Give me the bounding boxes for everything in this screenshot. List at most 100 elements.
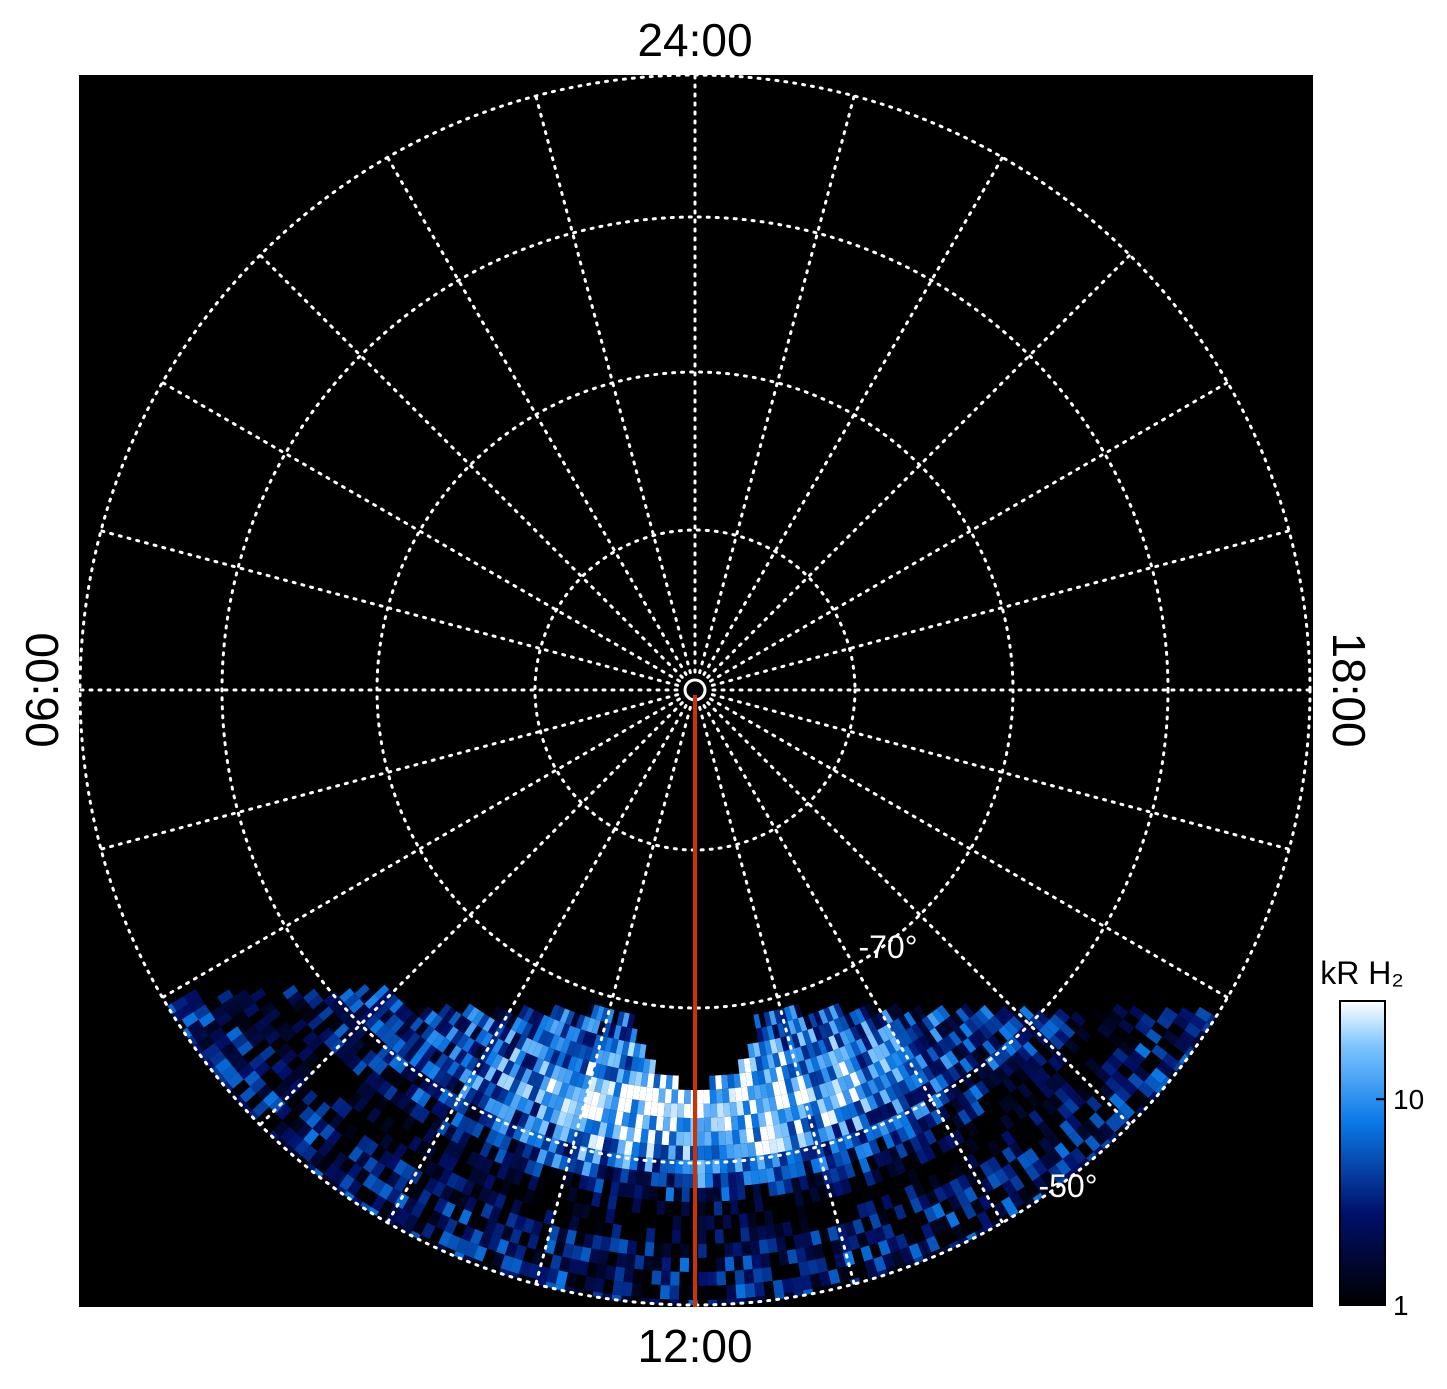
emission-cell [494, 1148, 507, 1165]
emission-cell [955, 1190, 971, 1208]
emission-cell [386, 1138, 401, 1155]
emission-cell [373, 1112, 389, 1129]
emission-cell [818, 1270, 832, 1287]
emission-cell [1145, 1051, 1163, 1068]
emission-cell [852, 1218, 865, 1235]
emission-cell [809, 1272, 822, 1289]
emission-cell [983, 1091, 999, 1108]
emission-cell [359, 989, 375, 1004]
emission-cell [923, 1112, 938, 1129]
emission-cell [780, 1207, 791, 1223]
emission-cell [909, 1072, 923, 1089]
emission-cell [769, 1038, 779, 1054]
emission-cell [996, 1081, 1011, 1098]
emission-cell [731, 1228, 742, 1243]
emission-cell [908, 1242, 923, 1260]
emission-cell [645, 1143, 655, 1159]
emission-cell [291, 1039, 308, 1056]
emission-cell [828, 1167, 841, 1184]
emission-cell [761, 1026, 770, 1042]
latitude-label: -70° [858, 929, 917, 965]
emission-cell [775, 1236, 787, 1252]
emission-cell [249, 987, 267, 1003]
emission-cell [547, 1195, 559, 1212]
emission-cell [526, 1040, 538, 1056]
emission-cell [574, 1274, 587, 1290]
emission-cell [514, 1185, 528, 1202]
emission-cell [343, 1013, 360, 1029]
emission-cell [861, 1066, 874, 1082]
emission-cell [1156, 1037, 1174, 1053]
emission-cell [1002, 1077, 1018, 1093]
emission-cell [669, 1117, 678, 1132]
emission-cell [1032, 1175, 1049, 1193]
emission-cell [893, 1158, 907, 1175]
emission-cell [1090, 1051, 1107, 1068]
emission-cell [889, 1130, 903, 1146]
emission-cell [904, 1184, 918, 1201]
emission-cell [751, 1254, 762, 1270]
emission-cell [600, 1050, 611, 1066]
emission-cell [786, 1120, 797, 1137]
emission-cell [744, 1114, 753, 1130]
emission-cell [769, 1067, 779, 1083]
emission-cell [752, 1127, 762, 1143]
emission-cell [1009, 1158, 1025, 1175]
emission-cell [604, 1265, 617, 1281]
emission-cell [503, 1090, 516, 1107]
emission-cell [807, 1259, 819, 1275]
emission-cell [310, 1134, 327, 1152]
emission-cell [549, 1034, 560, 1050]
emission-cell [927, 1173, 942, 1191]
emission-cell [878, 1088, 892, 1105]
emission-cell [527, 1086, 540, 1102]
emission-cell [1102, 1016, 1119, 1033]
emission-cell [238, 995, 255, 1011]
emission-cell [543, 1032, 555, 1048]
emission-cell [986, 1156, 1002, 1173]
emission-cell [735, 1283, 747, 1299]
emission-cell [1088, 1073, 1105, 1090]
emission-cell [420, 1025, 435, 1041]
emission-cell [621, 1112, 631, 1127]
emission-cell [297, 1003, 313, 1019]
emission-cell [326, 1129, 343, 1147]
emission-cell [661, 1130, 670, 1146]
emission-cell [867, 1079, 879, 1095]
emission-cell [556, 1227, 569, 1243]
emission-cell [464, 1071, 479, 1088]
emission-cell [571, 1042, 582, 1058]
emission-cell [461, 1225, 476, 1242]
emission-cell [596, 1164, 607, 1180]
emission-cell [403, 1047, 418, 1063]
emission-cell [860, 1215, 874, 1233]
emission-cell [395, 1023, 410, 1039]
emission-cell [648, 1115, 657, 1131]
emission-cell [538, 1014, 550, 1030]
emission-cell [895, 1233, 909, 1250]
emission-cell [1055, 1159, 1072, 1176]
emission-cell [813, 1011, 824, 1027]
emission-cell [898, 1014, 912, 1030]
emission-cell [942, 1034, 957, 1051]
emission-cell [567, 1099, 578, 1116]
emission-cell [643, 1255, 654, 1271]
emission-cell [923, 1128, 937, 1145]
emission-cell [1046, 1147, 1063, 1165]
emission-cell [415, 1139, 430, 1157]
emission-cell [1104, 1076, 1122, 1093]
emission-cell [787, 1092, 798, 1108]
emission-cell [332, 1151, 348, 1169]
emission-cell [589, 1047, 599, 1063]
emission-cell [727, 1172, 737, 1187]
emission-cell [802, 1073, 813, 1089]
emission-cell [774, 1094, 784, 1110]
emission-cell [484, 1050, 498, 1067]
emission-cell [840, 1178, 853, 1195]
emission-cell [810, 1230, 822, 1246]
emission-cell [473, 1245, 488, 1262]
emission-cell [478, 1125, 492, 1142]
emission-cell [356, 1134, 372, 1152]
emission-cell [1080, 1020, 1097, 1036]
emission-cell [464, 1134, 479, 1151]
